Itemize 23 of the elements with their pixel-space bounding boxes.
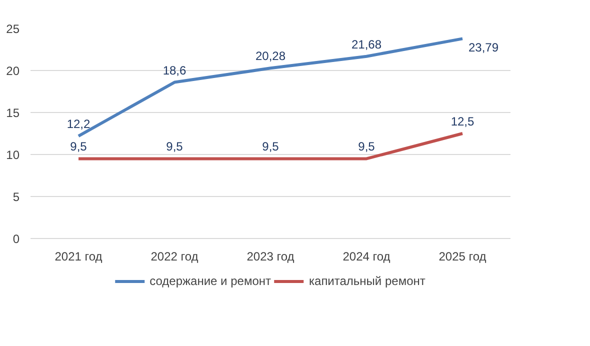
data-label: 21,68 <box>351 37 382 52</box>
data-label: 9,5 <box>166 140 184 154</box>
legend-label: содержание и ремонт <box>150 274 271 288</box>
legend-label: капитальный ремонт <box>309 274 426 288</box>
x-tick-label: 2021 год <box>54 250 102 264</box>
y-tick-label: 20 <box>6 64 20 78</box>
y-tick-label: 25 <box>6 22 20 36</box>
data-label: 9,5 <box>358 140 376 154</box>
x-tick-label: 2025 год <box>438 250 486 264</box>
y-tick-label: 15 <box>6 106 20 120</box>
data-label: 9,5 <box>262 140 280 154</box>
data-label: 20,28 <box>255 49 286 64</box>
x-tick-label: 2023 год <box>246 250 294 264</box>
data-label: 18,6 <box>162 63 187 78</box>
x-tick-label: 2022 год <box>150 250 198 264</box>
y-tick-label: 0 <box>12 232 20 246</box>
x-tick-label: 2024 год <box>342 250 390 264</box>
data-label: 9,5 <box>70 140 88 154</box>
y-tick-label: 10 <box>6 148 20 162</box>
data-label: 12,2 <box>66 117 91 132</box>
data-label: 12,5 <box>450 114 475 128</box>
data-label: 23,79 <box>468 40 499 55</box>
y-tick-label: 5 <box>12 190 20 204</box>
